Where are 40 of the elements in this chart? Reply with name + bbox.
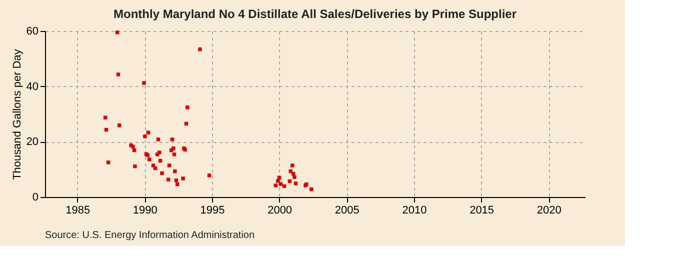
point — [133, 164, 137, 168]
y-tick-label: 20 — [26, 136, 38, 148]
y-tick-label: 60 — [26, 26, 38, 38]
point — [167, 164, 172, 168]
x-tick-label: 1985 — [66, 204, 90, 216]
point — [207, 174, 212, 178]
point — [106, 160, 110, 164]
point — [198, 47, 202, 52]
point — [274, 184, 278, 188]
point — [294, 182, 298, 186]
point — [276, 179, 280, 183]
x-tick-label: 1990 — [132, 204, 158, 216]
point — [156, 138, 160, 142]
point — [292, 175, 296, 179]
point — [103, 116, 108, 120]
point — [173, 169, 177, 174]
point — [174, 178, 178, 182]
x-tick-label: 2010 — [402, 204, 427, 216]
point — [172, 152, 176, 156]
point — [290, 164, 294, 168]
point — [278, 182, 283, 186]
y-tick-label: 40 — [26, 80, 38, 93]
point — [115, 30, 120, 34]
x-tick-label: 2015 — [470, 204, 494, 216]
x-tick-label: 2000 — [268, 204, 292, 216]
point — [181, 176, 185, 180]
point — [170, 138, 174, 142]
point — [160, 171, 164, 176]
y-axis-title: Thousand Gallons per Day — [11, 48, 24, 180]
point — [142, 81, 146, 85]
point — [166, 178, 170, 182]
point — [146, 130, 150, 134]
chart-title: Monthly Maryland No 4 Distillate All Sales/Deliveries by Prime Supplier — [113, 7, 517, 21]
x-tick-label: 2020 — [536, 204, 562, 216]
x-tick-label: 2005 — [334, 204, 360, 216]
y-tick-label: 0 — [32, 192, 38, 204]
x-tick-label: 1995 — [200, 204, 225, 216]
source-note: Source: U.S. Energy Information Administration — [45, 230, 255, 241]
point — [143, 134, 147, 138]
point — [116, 72, 120, 76]
